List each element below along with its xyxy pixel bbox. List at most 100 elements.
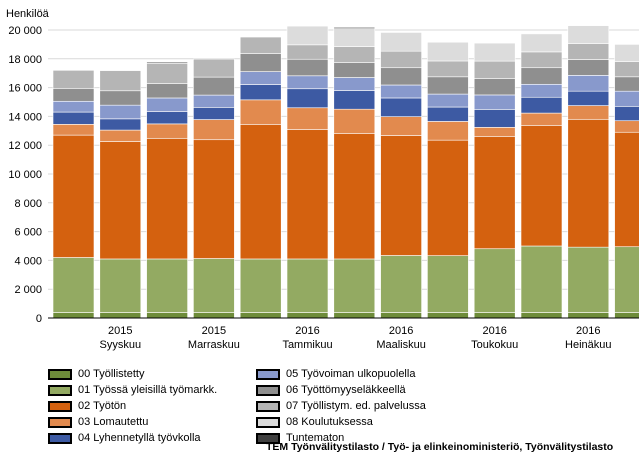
bar-segment [239,71,282,85]
bar-segment [427,255,469,313]
bar-segment [239,124,282,260]
bar-segment [473,248,516,313]
bar-segment [567,59,610,76]
bar-segment [239,84,282,101]
bar-segment [567,118,610,248]
x-tick-month: Tammikuu [282,339,332,351]
bar-segment [614,61,639,78]
bar-segment [52,88,95,102]
bar-segment [380,255,422,313]
bar-segment [427,60,469,78]
bar-segment [146,63,188,84]
bar-segment [99,312,142,319]
bar-segment [333,133,376,260]
bar-segment [520,125,563,247]
bar-segment [99,90,142,106]
bar-segment [239,312,282,319]
y-tick-label: 10 000 [8,169,42,181]
x-tick-month: Heinäkuu [565,339,611,351]
bar-segment [193,139,235,259]
x-tick-labels: 2015 Syyskuu 2015 Marraskuu 2016 Tammikuu 2016… [100,325,612,351]
bar-segment [333,90,376,110]
bar-segment [52,312,95,319]
bar-segment [239,36,282,54]
legend-item: 03 Lomautettu [48,414,217,430]
legend-item: 06 Työttömyyseläkkeellä [256,382,426,398]
bar-segment [614,120,639,133]
bar-segment [286,25,329,46]
bar-segment [614,106,639,122]
bar-segment [427,93,469,108]
bar-segment [567,105,610,120]
bar-segment [333,108,376,134]
legend-item: 05 Työvoiman ulkopuolella [256,366,426,382]
bar-segment [146,123,188,139]
bar-segment [146,61,188,64]
bar-segment [333,27,376,29]
bar-stack [380,32,422,319]
y-tick-label: 18 000 [8,54,42,66]
legend-item: 02 Työtön [48,398,217,414]
bar-segment [380,116,422,136]
bar-stacks [52,25,639,319]
legend-label: 07 Työllistym. ed. palvelussa [286,400,426,412]
bar-segment [614,44,639,62]
x-tick-month: Maaliskuu [376,339,426,351]
bar-segment [193,94,235,108]
bar-stack [52,70,95,319]
y-tick-label: 2 000 [14,284,42,296]
bar-segment [614,76,639,92]
y-tick-label: 12 000 [8,140,42,152]
legend-swatch [48,432,72,444]
y-tick-labels: 0 2 000 4 000 6 000 8 000 10 000 12 000 14 000 1… [8,25,42,325]
bar-segment [286,58,329,77]
y-tick-label: 8 000 [14,198,42,210]
bar-segment [380,50,422,69]
legend-swatch [48,400,72,412]
x-tick-month: Marraskuu [188,339,240,351]
legend-swatch [48,368,72,380]
bar-segment [52,257,95,313]
bar-segment [473,94,516,110]
bar-segment [286,312,329,319]
legend-item: 00 Työllistetty [48,366,217,382]
legend-label: 00 Työllistetty [78,368,145,380]
bar-segment [52,70,95,89]
bar-segment [52,134,95,258]
x-tick-year: 2016 [482,325,506,337]
legend-swatch [256,368,280,380]
bar-segment [567,90,610,106]
bar-segment [99,118,142,131]
bar-segment [473,78,516,96]
legend-item: 01 Työssä yleisillä työmarkk. [48,382,217,398]
legend-item: 08 Koulutuksessa [256,414,426,430]
bar-segment [473,127,516,138]
bar-segment [380,312,422,319]
bar-segment [52,100,95,113]
x-tick-year: 2015 [108,325,132,337]
legend-item: 07 Työllistym. ed. palvelussa [256,398,426,414]
x-tick-month: Toukokuu [471,339,518,351]
bar-segment [520,51,563,69]
bar-stack [239,36,282,319]
bar-segment [146,97,188,112]
x-tick-year: 2016 [576,325,600,337]
legend-column-right: 05 Työvoiman ulkopuolella 06 Työttömyysel… [256,366,426,446]
bar-segment [380,135,422,256]
bar-segment [380,67,422,86]
bar-segment [239,258,282,313]
bar-segment [567,43,610,60]
bar-segment [146,258,188,313]
bar-segment [520,312,563,319]
y-tick-label: 6 000 [14,227,42,239]
legend-swatch [48,416,72,428]
x-tick-year: 2015 [202,325,226,337]
bar-segment [473,42,516,62]
bar-segment [427,139,469,256]
y-axis-label: Henkilöä [6,8,50,20]
legend-item: 04 Lyhennetyllä työvkolla [48,430,217,446]
bar-segment [427,41,469,62]
x-tick-year: 2016 [389,325,413,337]
bar-segment [99,70,142,92]
